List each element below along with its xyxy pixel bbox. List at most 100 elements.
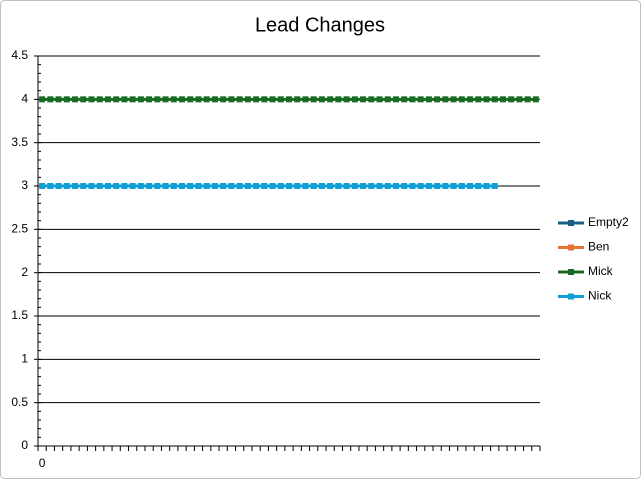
marker (425, 183, 432, 189)
marker (516, 96, 523, 103)
marker (244, 96, 251, 103)
y-tick-label: 1.5 (11, 308, 28, 322)
marker (220, 183, 227, 189)
marker (294, 96, 301, 103)
marker (434, 183, 441, 189)
marker (121, 96, 128, 103)
marker (450, 183, 457, 189)
marker (467, 183, 474, 189)
legend-marker (568, 269, 574, 275)
marker (310, 96, 317, 103)
marker (170, 183, 177, 189)
marker (401, 183, 408, 189)
marker (327, 183, 334, 189)
marker (244, 183, 251, 189)
marker (327, 96, 334, 103)
marker (104, 96, 111, 103)
marker (211, 96, 218, 103)
marker (55, 96, 62, 103)
y-tick-label: 3 (21, 178, 28, 192)
marker (302, 96, 309, 103)
y-tick-label: 2.5 (11, 222, 28, 236)
marker (88, 183, 95, 189)
marker (335, 96, 342, 103)
y-tick-label: 3.5 (11, 135, 28, 149)
marker (129, 96, 136, 103)
marker (55, 183, 62, 189)
marker (47, 183, 54, 189)
marker (360, 183, 367, 189)
marker (376, 96, 383, 103)
marker (39, 96, 46, 103)
marker (277, 96, 284, 103)
marker (261, 96, 268, 103)
marker (368, 96, 375, 103)
marker (253, 183, 260, 189)
marker (384, 183, 391, 189)
marker (88, 96, 95, 103)
marker (228, 96, 235, 103)
marker (261, 183, 268, 189)
marker (450, 96, 457, 103)
marker (392, 183, 399, 189)
marker (409, 96, 416, 103)
marker (483, 183, 490, 189)
marker (80, 96, 87, 103)
marker (179, 183, 186, 189)
marker (146, 183, 153, 189)
marker (80, 183, 87, 189)
marker (236, 183, 243, 189)
marker (137, 183, 144, 189)
marker (179, 96, 186, 103)
legend-label: Ben (588, 240, 609, 254)
marker (129, 183, 136, 189)
marker (195, 183, 202, 189)
marker (203, 96, 210, 103)
marker (162, 183, 169, 189)
legend-marker (568, 293, 574, 300)
marker (47, 96, 54, 103)
marker (343, 96, 350, 103)
marker (417, 183, 424, 189)
marker (113, 96, 120, 103)
marker (467, 96, 474, 103)
marker (146, 96, 153, 103)
marker (170, 96, 177, 103)
legend-marker (568, 244, 574, 251)
y-tick-label: 2 (21, 265, 28, 279)
marker (39, 183, 46, 189)
marker (277, 183, 284, 189)
marker (318, 96, 325, 103)
marker (269, 183, 276, 189)
marker (491, 96, 498, 103)
marker (236, 96, 243, 103)
marker (211, 183, 218, 189)
marker (154, 96, 161, 103)
y-tick-label: 4.5 (11, 48, 28, 62)
marker (384, 96, 391, 103)
legend-marker (568, 220, 574, 226)
marker (335, 183, 342, 189)
marker (401, 96, 408, 103)
marker (434, 96, 441, 103)
marker (392, 96, 399, 103)
marker (318, 183, 325, 189)
marker (63, 183, 70, 189)
marker (310, 183, 317, 189)
marker (269, 96, 276, 103)
marker (343, 183, 350, 189)
marker (104, 183, 111, 189)
marker (351, 183, 358, 189)
chart-title: Lead Changes (255, 14, 385, 36)
marker (195, 96, 202, 103)
marker (162, 96, 169, 103)
y-tick-label: 0.5 (11, 395, 28, 409)
marker (491, 183, 498, 189)
y-tick-label: 4 (21, 92, 28, 106)
marker (253, 96, 260, 103)
marker (302, 183, 309, 189)
marker (294, 183, 301, 189)
